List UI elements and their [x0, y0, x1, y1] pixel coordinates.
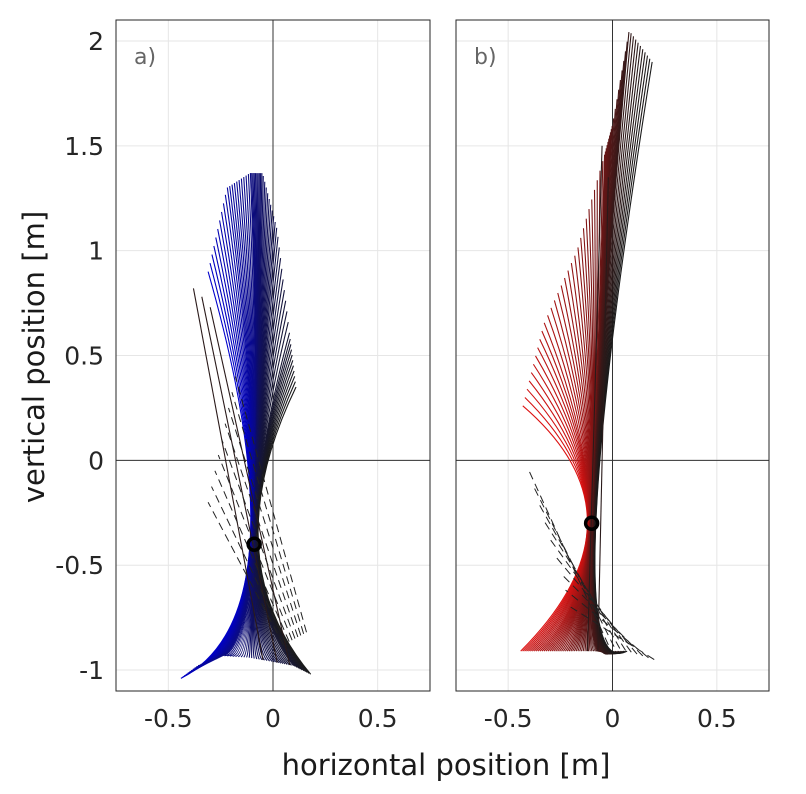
axes-frame	[115, 19, 431, 692]
panel-label: a)	[134, 45, 156, 70]
x-tick-label: 0.5	[358, 704, 398, 733]
trajectory-line	[586, 145, 603, 652]
y-tick-label: -1	[79, 656, 104, 685]
panel-a: a) -0.5 0 0.5 -1 -0.5 0 0.5 1 1.5 2	[55, 19, 431, 733]
y-tick-label: 2	[88, 27, 104, 56]
trajectory-line	[597, 177, 609, 652]
y-tick-label: 1	[88, 237, 104, 266]
dashed-trajectory-line	[214, 470, 290, 642]
dashed-trajectory-line	[554, 555, 638, 655]
panel-b: b) -0.5 0 0.5	[455, 19, 770, 733]
trajectory-line	[201, 296, 278, 663]
y-tick-label: 0	[88, 446, 104, 475]
dashed-trajectory-line	[549, 538, 632, 653]
dashed-trajectory-line	[207, 502, 284, 646]
panel-label: b)	[474, 45, 497, 70]
trajectory-line	[192, 288, 264, 661]
x-tick-label: 0	[265, 704, 281, 733]
dashed-trajectory-line	[211, 486, 287, 644]
dashed-trajectory-line	[539, 504, 621, 649]
dashed-trajectory-line	[533, 487, 615, 647]
dashed-trajectory-line	[565, 589, 649, 659]
dashed-trajectory-line	[231, 392, 305, 635]
trajectory-line	[209, 307, 291, 666]
trajectory-lines	[180, 173, 312, 679]
x-tick-label: 0.5	[697, 704, 737, 733]
y-axis-title: vertical position [m]	[17, 211, 51, 503]
axes-frame	[455, 19, 770, 692]
x-axis-title: horizontal position [m]	[282, 748, 611, 782]
dashed-trajectory-line	[224, 423, 299, 638]
dashed-trajectory-line	[228, 407, 302, 636]
x-tick-label: 0	[605, 704, 621, 733]
dashed-trajectory-line	[217, 454, 293, 641]
marker-circle	[246, 536, 262, 552]
trajectory-line	[257, 386, 312, 675]
dashed-trajectory-line	[234, 376, 307, 633]
trajectory-line	[594, 61, 653, 654]
x-tick-label: -0.5	[144, 704, 193, 733]
dashed-trajectory-line	[559, 572, 644, 657]
y-tick-label: 0.5	[64, 342, 104, 371]
y-tick-label: 1.5	[64, 132, 104, 161]
y-tick-label: -0.5	[55, 551, 104, 580]
x-tick-label: -0.5	[484, 704, 533, 733]
dashed-trajectory-line	[570, 606, 655, 660]
marker-circle	[583, 515, 600, 531]
